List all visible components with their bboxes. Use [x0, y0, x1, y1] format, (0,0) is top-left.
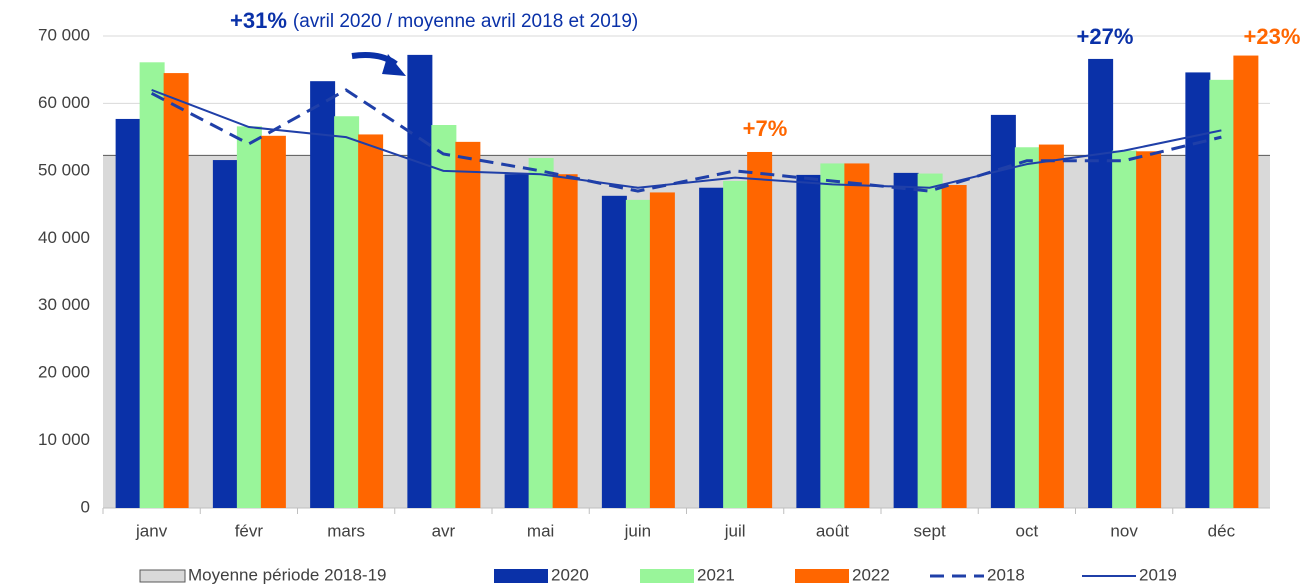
legend-label: 2021 [697, 565, 735, 584]
bar [260, 135, 286, 508]
y-tick-label: 0 [81, 497, 90, 516]
bar [1209, 79, 1235, 508]
x-tick-label: oct [1016, 521, 1039, 540]
annotation: (avril 2020 / moyenne avril 2018 et 2019… [293, 11, 638, 32]
x-tick-label: mars [327, 521, 365, 540]
bar [1233, 55, 1259, 508]
y-tick-label: 30 000 [38, 295, 90, 314]
bar [552, 174, 578, 508]
y-tick-label: 50 000 [38, 160, 90, 179]
bar [212, 160, 238, 508]
bar [917, 173, 943, 508]
annotation: +27% [1077, 24, 1134, 49]
bar [1014, 147, 1040, 508]
legend-label: Moyenne période 2018-19 [188, 565, 386, 584]
x-tick-label: nov [1110, 521, 1138, 540]
legend-label: 2018 [987, 565, 1025, 584]
legend-swatch [640, 569, 694, 583]
bar [163, 73, 189, 508]
bar [1088, 58, 1114, 508]
line-2019 [151, 89, 1222, 189]
average-area [103, 155, 1270, 508]
bar [649, 192, 675, 509]
bar [358, 134, 384, 508]
bar [1038, 144, 1064, 508]
bar [504, 174, 530, 508]
bar [407, 54, 433, 508]
bar [1185, 72, 1211, 508]
bar [455, 141, 481, 508]
x-tick-label: avr [432, 521, 456, 540]
bar [941, 185, 967, 508]
bar [139, 62, 165, 508]
bar [747, 151, 773, 508]
legend-swatch [795, 569, 849, 583]
bar [431, 125, 457, 509]
bar [1112, 150, 1138, 508]
y-tick-label: 20 000 [38, 363, 90, 382]
y-tick-label: 10 000 [38, 430, 90, 449]
bar [334, 116, 360, 509]
line-2018 [150, 88, 1222, 193]
bar [820, 163, 846, 508]
bar [601, 195, 627, 508]
x-tick-label: juin [624, 521, 651, 540]
annotation: +23% [1244, 24, 1301, 49]
x-tick-label: sept [914, 521, 946, 540]
legend-swatch [494, 569, 548, 583]
bar [528, 158, 554, 508]
x-tick-label: juil [724, 521, 746, 540]
annotation: +31% [230, 8, 287, 33]
x-tick-label: janv [135, 521, 168, 540]
legend-label: 2019 [1139, 565, 1177, 584]
legend-swatch [139, 569, 186, 583]
annotation: +7% [743, 116, 788, 141]
bar [310, 81, 336, 509]
x-tick-label: déc [1208, 521, 1236, 540]
bar [723, 180, 749, 508]
x-tick-label: févr [235, 521, 264, 540]
y-tick-label: 60 000 [38, 93, 90, 112]
bar [1136, 151, 1162, 508]
legend-label: 2022 [852, 565, 890, 584]
bar [893, 172, 919, 508]
y-tick-label: 70 000 [38, 25, 90, 44]
y-tick-label: 40 000 [38, 228, 90, 247]
bar [115, 118, 141, 509]
legend-label: 2020 [551, 565, 589, 584]
bar [844, 163, 870, 508]
bar [796, 174, 822, 508]
bar [990, 114, 1016, 509]
x-tick-label: août [816, 521, 849, 540]
x-tick-label: mai [527, 521, 554, 540]
bar [236, 126, 262, 509]
bar [625, 199, 651, 508]
bar [699, 187, 725, 508]
annotation-arrowhead [382, 54, 406, 76]
